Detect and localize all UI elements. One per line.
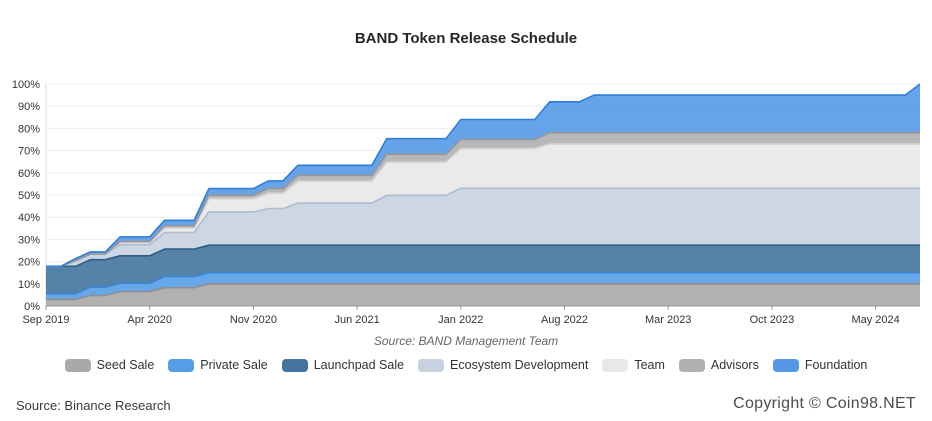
legend-item-seed-sale[interactable]: Seed Sale [64,358,155,372]
area-ecosystem-development [46,188,920,267]
legend-swatch-ecosystem-development [418,358,445,372]
chart-source-note: Source: BAND Management Team [373,334,559,348]
svg-text:80%: 80% [18,123,40,135]
page-title: BAND Token Release Schedule [354,30,578,47]
legend-swatch-foundation [772,358,799,372]
edge-private-sale [46,271,920,295]
y-axis-labels: 0% 10% 20% 30% 40% 50% 60% 70% 80% 90% 100% [12,79,40,313]
area-edge-lines [46,83,921,301]
chart-legend: Seed Sale Private Sale Launchpad Sale Ec… [0,358,932,372]
area-team [46,143,920,267]
svg-text:Jan 2022: Jan 2022 [438,314,483,326]
legend-item-ecosystem-development[interactable]: Ecosystem Development [418,358,588,372]
svg-text:Jun 2021: Jun 2021 [334,314,379,326]
legend-swatch-seed-sale [64,358,91,372]
legend-item-team[interactable]: Team [602,358,665,372]
edge-team [46,143,920,268]
token-release-stacked-area-chart[interactable]: 0% 10% 20% 30% 40% 50% 60% 70% 80% 90% 100% Sep 201… [0,48,932,330]
svg-text:May 2024: May 2024 [851,314,899,326]
svg-text:70%: 70% [18,146,40,158]
legend-swatch-advisors [678,358,705,372]
legend-item-foundation[interactable]: Foundation [772,358,868,372]
stacked-areas [46,84,920,306]
edge-advisors [46,132,920,268]
footer-copyright: Copyright © Coin98.NET [733,395,916,412]
page-footer: Source: Binance Research Copyright © Coi… [0,395,932,413]
x-axis-labels: Sep 2019 Apr 2020 Nov 2020 Jun 2021 Jan 2022… [22,306,900,326]
area-foundation [46,84,920,267]
svg-text:Oct 2023: Oct 2023 [750,314,795,326]
legend-swatch-private-sale [168,358,195,372]
svg-text:50%: 50% [18,190,40,202]
svg-text:Sep 2019: Sep 2019 [22,314,69,326]
legend-swatch-team [602,358,629,372]
svg-text:Apr 2020: Apr 2020 [127,314,172,326]
legend-label-team: Team [634,358,665,372]
edge-seed-sale [46,283,920,301]
legend-item-launchpad-sale[interactable]: Launchpad Sale [281,358,405,372]
svg-text:Nov 2020: Nov 2020 [230,314,277,326]
legend-label-seed-sale: Seed Sale [96,358,155,372]
svg-text:30%: 30% [18,234,40,246]
legend-item-advisors[interactable]: Advisors [678,358,759,372]
edge-launchpad-sale [46,244,920,268]
edge-foundation [46,83,921,268]
svg-text:0%: 0% [24,301,40,313]
svg-text:10%: 10% [18,279,40,291]
area-launchpad-sale [46,245,920,294]
svg-text:60%: 60% [18,168,40,180]
svg-text:Mar 2023: Mar 2023 [645,314,691,326]
area-private-sale [46,272,920,300]
legend-label-ecosystem-development: Ecosystem Development [450,358,589,372]
legend-swatch-launchpad-sale [281,358,308,372]
legend-item-private-sale[interactable]: Private Sale [168,358,268,372]
legend-label-launchpad-sale: Launchpad Sale [313,358,405,372]
edge-ecosystem-development [46,187,920,268]
svg-text:90%: 90% [18,101,40,113]
legend-label-private-sale: Private Sale [200,358,268,372]
svg-text:20%: 20% [18,257,40,269]
svg-text:Aug 2022: Aug 2022 [541,314,588,326]
area-seed-sale [46,283,920,306]
svg-text:40%: 40% [18,212,40,224]
legend-label-foundation: Foundation [804,358,868,372]
svg-text:100%: 100% [12,79,40,91]
legend-label-advisors: Advisors [710,358,759,372]
footer-source: Source: Binance Research [16,398,171,413]
